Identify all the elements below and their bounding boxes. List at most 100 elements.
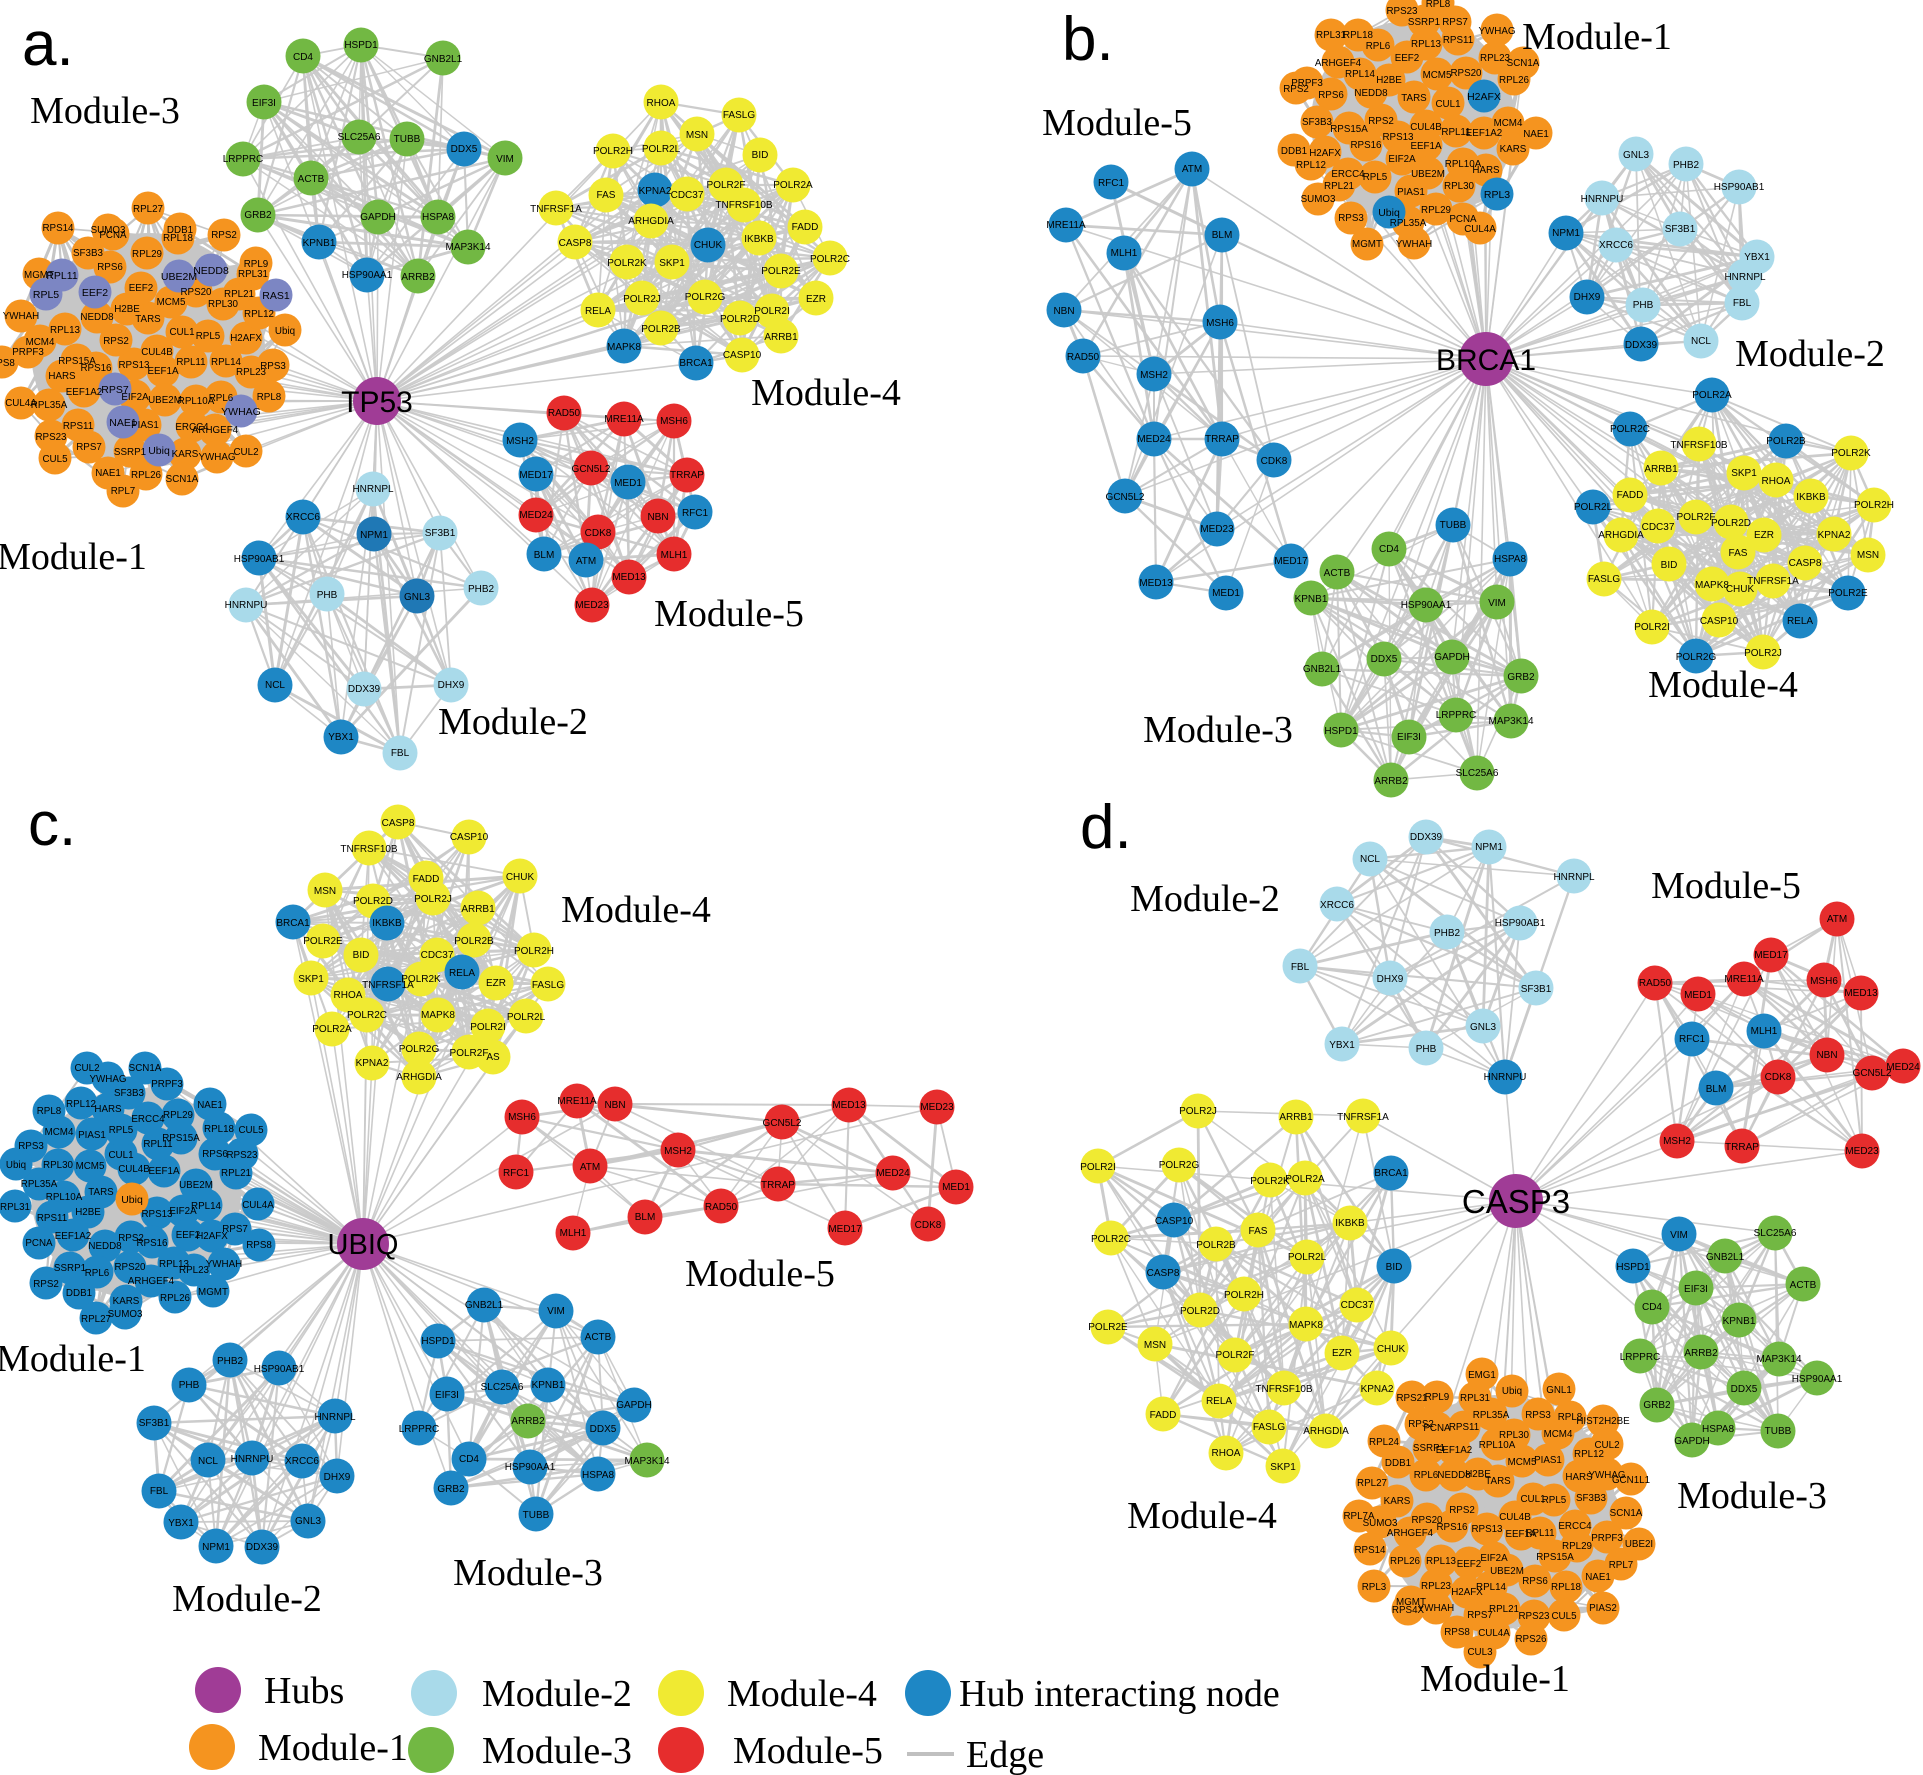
svg-text:Module-3: Module-3 bbox=[1677, 1475, 1827, 1517]
svg-text:LRPPRC: LRPPRC bbox=[223, 154, 264, 165]
svg-text:BID: BID bbox=[353, 950, 370, 961]
svg-text:RELA: RELA bbox=[449, 968, 475, 979]
svg-text:RPS13: RPS13 bbox=[141, 1209, 173, 1220]
svg-text:PIAS1: PIAS1 bbox=[131, 420, 159, 431]
svg-text:RPL13: RPL13 bbox=[1411, 39, 1442, 50]
svg-text:RPL14: RPL14 bbox=[1476, 1582, 1507, 1593]
svg-text:ARHGDIA: ARHGDIA bbox=[1303, 1426, 1349, 1437]
svg-text:KPNB1: KPNB1 bbox=[303, 238, 336, 249]
svg-text:H2AFX: H2AFX bbox=[1309, 148, 1341, 159]
svg-text:EIF2A: EIF2A bbox=[1480, 1553, 1508, 1564]
svg-text:SF3B1: SF3B1 bbox=[1521, 984, 1552, 995]
svg-text:RPL29: RPL29 bbox=[1421, 205, 1451, 216]
svg-text:GAPDH: GAPDH bbox=[1674, 1436, 1710, 1447]
svg-text:DDX5: DDX5 bbox=[1731, 1384, 1758, 1395]
svg-text:UBE2M: UBE2M bbox=[1490, 1566, 1524, 1577]
svg-text:GRB2: GRB2 bbox=[1643, 1400, 1671, 1411]
svg-text:POLR2F: POLR2F bbox=[1677, 512, 1716, 523]
svg-text:MED17: MED17 bbox=[519, 470, 553, 481]
svg-text:CASP10: CASP10 bbox=[450, 832, 489, 843]
svg-text:RPS3: RPS3 bbox=[1338, 213, 1364, 224]
svg-text:IKBKB: IKBKB bbox=[372, 918, 402, 929]
svg-text:RPS20: RPS20 bbox=[114, 1262, 146, 1273]
svg-text:MSH6: MSH6 bbox=[1810, 976, 1838, 987]
svg-text:UBE2M: UBE2M bbox=[1411, 169, 1445, 180]
svg-text:RPS15A: RPS15A bbox=[162, 1133, 200, 1144]
svg-text:POLR2E: POLR2E bbox=[303, 936, 343, 947]
svg-text:TNFRSF1A: TNFRSF1A bbox=[362, 980, 414, 991]
svg-text:GNB2L1: GNB2L1 bbox=[1706, 1252, 1745, 1263]
svg-text:CUL4A: CUL4A bbox=[1464, 224, 1496, 235]
svg-text:RHOA: RHOA bbox=[334, 990, 363, 1001]
svg-text:Module-2: Module-2 bbox=[1735, 333, 1885, 375]
svg-text:POLR2F: POLR2F bbox=[1216, 1350, 1255, 1361]
svg-text:MED23: MED23 bbox=[1845, 1146, 1879, 1157]
svg-text:RPS2: RPS2 bbox=[1408, 1419, 1434, 1430]
svg-text:RPS2: RPS2 bbox=[118, 1233, 144, 1244]
svg-text:SF3B1: SF3B1 bbox=[1665, 224, 1696, 235]
svg-text:NEDD8: NEDD8 bbox=[1437, 1470, 1471, 1481]
svg-text:c.: c. bbox=[28, 790, 76, 859]
svg-text:MAP3K14: MAP3K14 bbox=[624, 1456, 669, 1467]
svg-text:ARRB2: ARRB2 bbox=[511, 1416, 545, 1427]
svg-text:Module-5: Module-5 bbox=[654, 593, 804, 635]
svg-text:RPL10A: RPL10A bbox=[178, 396, 215, 407]
svg-text:MED23: MED23 bbox=[575, 600, 609, 611]
svg-text:MED1: MED1 bbox=[1212, 588, 1240, 599]
svg-text:ACTB: ACTB bbox=[585, 1332, 612, 1343]
svg-text:RPL13: RPL13 bbox=[159, 1259, 190, 1270]
svg-text:EEF1A2: EEF1A2 bbox=[66, 387, 103, 398]
svg-text:RPL10A: RPL10A bbox=[1479, 1440, 1516, 1451]
svg-text:RHOA: RHOA bbox=[1762, 476, 1791, 487]
svg-text:DDB1: DDB1 bbox=[66, 1288, 92, 1299]
svg-text:MED24: MED24 bbox=[1886, 1062, 1920, 1073]
svg-text:RPL29: RPL29 bbox=[1562, 1541, 1592, 1552]
svg-text:ARHGDIA: ARHGDIA bbox=[1598, 530, 1644, 541]
svg-text:Hubs: Hubs bbox=[264, 1670, 344, 1712]
svg-text:MED1: MED1 bbox=[1684, 990, 1712, 1001]
svg-text:Ubiq: Ubiq bbox=[275, 326, 295, 337]
svg-text:RPL9: RPL9 bbox=[244, 259, 269, 270]
svg-text:POLR2H: POLR2H bbox=[1854, 500, 1894, 511]
svg-text:RPL13: RPL13 bbox=[1426, 1556, 1457, 1567]
svg-text:RPS16: RPS16 bbox=[80, 363, 112, 374]
svg-text:RPS21: RPS21 bbox=[1396, 1393, 1427, 1404]
svg-text:RPL21: RPL21 bbox=[1324, 181, 1354, 192]
svg-text:BID: BID bbox=[752, 150, 769, 161]
svg-text:CHUK: CHUK bbox=[1377, 1344, 1406, 1355]
svg-text:H2BE: H2BE bbox=[1465, 1469, 1491, 1480]
svg-text:RPL24: RPL24 bbox=[1369, 1437, 1400, 1448]
svg-text:POLR2A: POLR2A bbox=[1692, 390, 1732, 401]
svg-text:ARRB1: ARRB1 bbox=[1279, 1112, 1313, 1123]
svg-text:DDX39: DDX39 bbox=[348, 684, 381, 695]
svg-text:POLR2J: POLR2J bbox=[414, 894, 452, 905]
svg-text:DDB1: DDB1 bbox=[1281, 146, 1307, 157]
svg-text:FASLG: FASLG bbox=[1588, 574, 1620, 585]
svg-text:RPS11: RPS11 bbox=[37, 1213, 67, 1224]
svg-text:Ubiq: Ubiq bbox=[121, 1194, 143, 1206]
svg-text:DHX9: DHX9 bbox=[438, 680, 465, 691]
svg-text:PIAS1: PIAS1 bbox=[1534, 1455, 1562, 1466]
svg-text:PRPF3: PRPF3 bbox=[12, 347, 44, 358]
svg-text:EEF2: EEF2 bbox=[82, 287, 108, 299]
svg-text:PIAS2: PIAS2 bbox=[1589, 1603, 1617, 1614]
svg-text:RPL23: RPL23 bbox=[1421, 1581, 1452, 1592]
svg-text:NAE1: NAE1 bbox=[1523, 129, 1549, 140]
svg-text:RPL18: RPL18 bbox=[1343, 30, 1374, 41]
svg-text:TNFRSF10B: TNFRSF10B bbox=[340, 844, 398, 855]
svg-text:SUMO3: SUMO3 bbox=[108, 1309, 143, 1320]
svg-text:RPL5: RPL5 bbox=[1542, 1495, 1567, 1506]
svg-text:MLH1: MLH1 bbox=[661, 550, 688, 561]
svg-text:EZR: EZR bbox=[486, 978, 506, 989]
svg-text:ACTB: ACTB bbox=[1324, 568, 1351, 579]
svg-text:RPL27: RPL27 bbox=[133, 204, 163, 215]
svg-text:VIM: VIM bbox=[496, 154, 514, 165]
svg-text:H2BE: H2BE bbox=[1376, 75, 1402, 86]
svg-text:Module-5: Module-5 bbox=[1651, 865, 1801, 907]
svg-text:EIF2A: EIF2A bbox=[1388, 154, 1416, 165]
svg-text:TUBB: TUBB bbox=[523, 1510, 550, 1521]
svg-text:TNFRSF10B: TNFRSF10B bbox=[1670, 440, 1728, 451]
svg-text:SF3B3: SF3B3 bbox=[73, 248, 104, 259]
svg-text:TARS: TARS bbox=[88, 1187, 114, 1198]
svg-text:RFC1: RFC1 bbox=[503, 1168, 530, 1179]
